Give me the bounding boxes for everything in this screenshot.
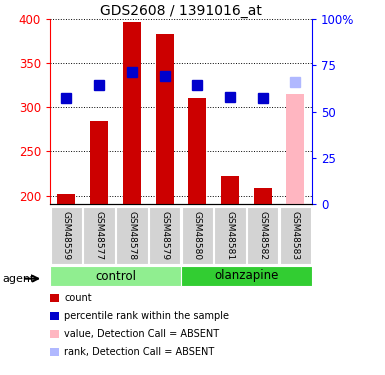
Bar — [123, 22, 141, 204]
Text: GSM48577: GSM48577 — [95, 211, 104, 260]
Bar — [221, 176, 239, 204]
Bar — [116, 207, 147, 264]
Bar — [84, 207, 115, 264]
Bar — [50, 266, 181, 286]
Text: count: count — [64, 293, 92, 303]
Bar — [51, 207, 82, 264]
Bar — [214, 207, 246, 264]
Text: GSM48578: GSM48578 — [127, 211, 136, 260]
Bar — [182, 207, 213, 264]
Text: GSM48579: GSM48579 — [160, 211, 169, 260]
Bar — [156, 34, 174, 204]
Bar — [57, 194, 75, 204]
Bar — [280, 207, 311, 264]
Text: GSM48582: GSM48582 — [258, 211, 267, 260]
Bar — [181, 266, 312, 286]
Text: percentile rank within the sample: percentile rank within the sample — [64, 311, 229, 321]
Text: GSM48559: GSM48559 — [62, 211, 71, 260]
Bar — [149, 207, 180, 264]
Bar — [286, 94, 305, 204]
Text: GSM48580: GSM48580 — [193, 211, 202, 260]
Text: agent: agent — [2, 274, 34, 284]
Bar — [247, 207, 278, 264]
Text: olanzapine: olanzapine — [214, 270, 279, 282]
Text: GSM48583: GSM48583 — [291, 211, 300, 260]
Bar — [254, 189, 272, 204]
Title: GDS2608 / 1391016_at: GDS2608 / 1391016_at — [100, 4, 262, 18]
Text: rank, Detection Call = ABSENT: rank, Detection Call = ABSENT — [64, 347, 214, 357]
Bar — [188, 98, 206, 204]
Bar — [90, 121, 108, 204]
Text: value, Detection Call = ABSENT: value, Detection Call = ABSENT — [64, 329, 219, 339]
Text: GSM48581: GSM48581 — [226, 211, 234, 260]
Text: control: control — [95, 270, 136, 282]
